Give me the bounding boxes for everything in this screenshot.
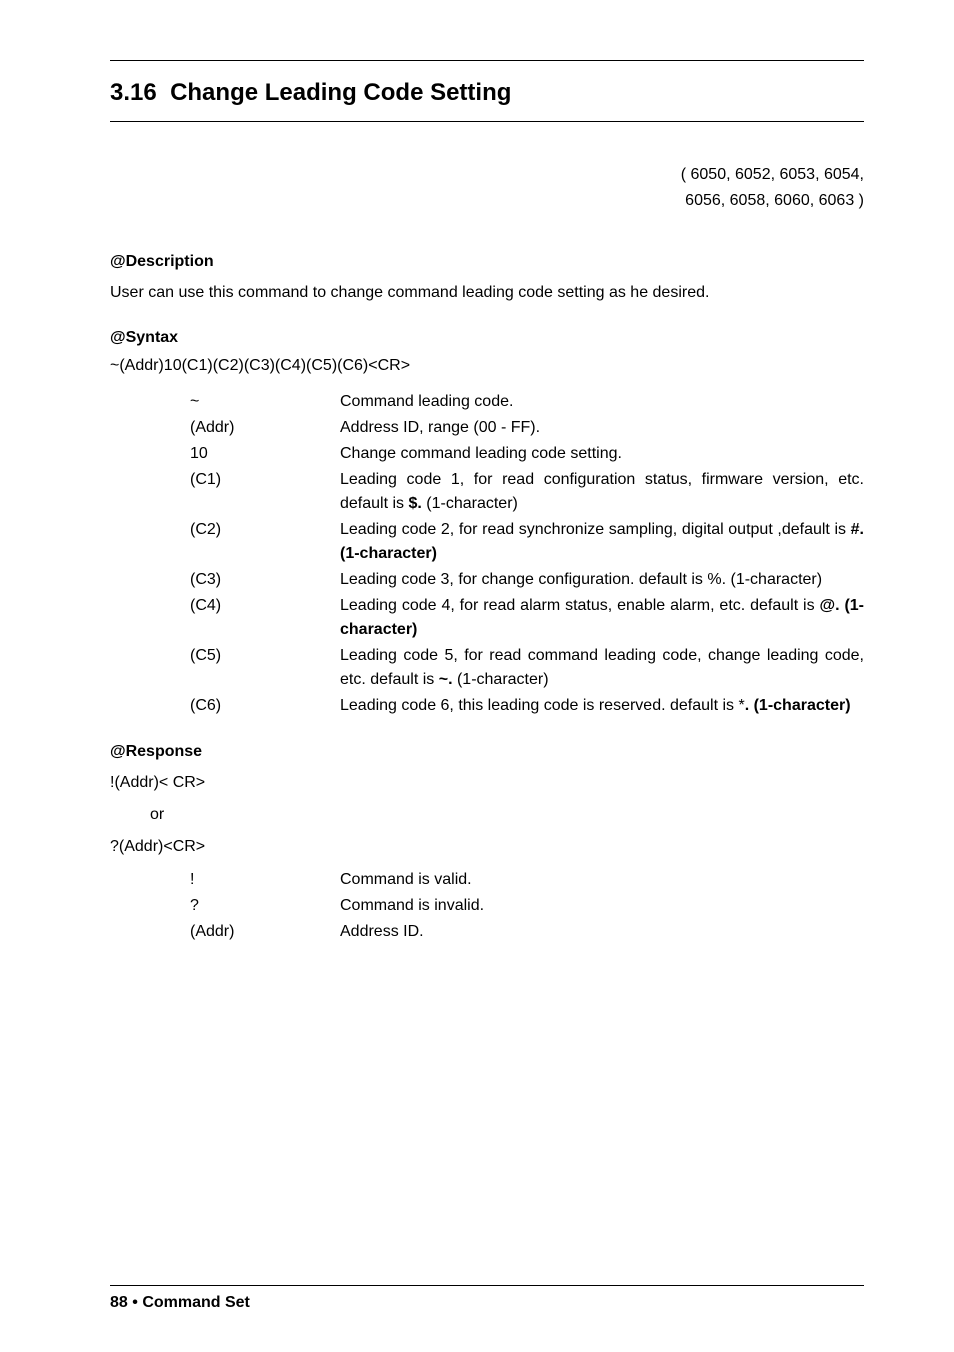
response-params: ! Command is valid. ? Command is invalid… <box>190 867 484 945</box>
param-desc: Leading code 4, for read alarm status, e… <box>340 593 864 643</box>
param-key: (C6) <box>190 693 340 719</box>
param-desc: Leading code 3, for change configuration… <box>340 567 864 593</box>
param-desc: Leading code 6, this leading code is res… <box>340 693 864 719</box>
param-key: (C3) <box>190 567 340 593</box>
param-row: (C5) Leading code 5, for read command le… <box>190 643 864 693</box>
param-row: 10 Change command leading code setting. <box>190 441 864 467</box>
top-rule <box>110 60 864 61</box>
footer-rule <box>110 1285 864 1286</box>
footer-bullet: • <box>132 1294 138 1311</box>
description-text: User can use this command to change comm… <box>110 281 864 305</box>
param-key: ~ <box>190 389 340 415</box>
syntax-params: ~ Command leading code. (Addr) Address I… <box>190 389 864 719</box>
footer-title: Command Set <box>142 1294 250 1311</box>
response-or: or <box>150 803 864 827</box>
response-heading: @Response <box>110 743 864 761</box>
device-line-2: 6056, 6058, 6060, 6063 ) <box>110 188 864 214</box>
syntax-heading: @Syntax <box>110 329 864 347</box>
param-row: (Addr) Address ID. <box>190 919 484 945</box>
param-row: ? Command is invalid. <box>190 893 484 919</box>
param-row: (C2) Leading code 2, for read synchroniz… <box>190 517 864 567</box>
device-list: ( 6050, 6052, 6053, 6054, 6056, 6058, 60… <box>110 162 864 213</box>
param-desc: Change command leading code setting. <box>340 441 864 467</box>
param-row: (Addr) Address ID, range (00 - FF). <box>190 415 864 441</box>
param-desc: Command is invalid. <box>340 893 484 919</box>
mid-rule <box>110 121 864 122</box>
syntax-line: ~(Addr)10(C1)(C2)(C3)(C4)(C5)(C6)<CR> <box>110 357 864 375</box>
param-key: (C5) <box>190 643 340 693</box>
param-key: (Addr) <box>190 919 340 945</box>
footer-page-number: 88 <box>110 1294 128 1311</box>
section-number: 3.16 <box>110 79 157 106</box>
param-row: (C6) Leading code 6, this leading code i… <box>190 693 864 719</box>
section-title: 3.16 Change Leading Code Setting <box>110 79 864 107</box>
param-row: (C1) Leading code 1, for read configurat… <box>190 467 864 517</box>
param-desc: Leading code 1, for read configuration s… <box>340 467 864 517</box>
description-heading: @Description <box>110 253 864 271</box>
page-footer: 88 • Command Set <box>110 1285 864 1312</box>
param-row: (C4) Leading code 4, for read alarm stat… <box>190 593 864 643</box>
param-desc: Command leading code. <box>340 389 864 415</box>
param-desc: Command is valid. <box>340 867 484 893</box>
param-key: ! <box>190 867 340 893</box>
param-key: ? <box>190 893 340 919</box>
param-key: (C1) <box>190 467 340 517</box>
param-row: ! Command is valid. <box>190 867 484 893</box>
footer-text: 88 • Command Set <box>110 1294 864 1312</box>
param-row: (C3) Leading code 3, for change configur… <box>190 567 864 593</box>
response-line-1: !(Addr)< CR> <box>110 771 864 795</box>
response-line-2: ?(Addr)<CR> <box>110 835 864 859</box>
section-heading: Change Leading Code Setting <box>170 79 511 106</box>
param-key: 10 <box>190 441 340 467</box>
param-key: (C4) <box>190 593 340 643</box>
param-desc: Leading code 5, for read command leading… <box>340 643 864 693</box>
device-line-1: ( 6050, 6052, 6053, 6054, <box>110 162 864 188</box>
param-row: ~ Command leading code. <box>190 389 864 415</box>
param-desc: Leading code 2, for read synchronize sam… <box>340 517 864 567</box>
param-desc: Address ID. <box>340 919 484 945</box>
param-key: (C2) <box>190 517 340 567</box>
param-key: (Addr) <box>190 415 340 441</box>
param-desc: Address ID, range (00 - FF). <box>340 415 864 441</box>
